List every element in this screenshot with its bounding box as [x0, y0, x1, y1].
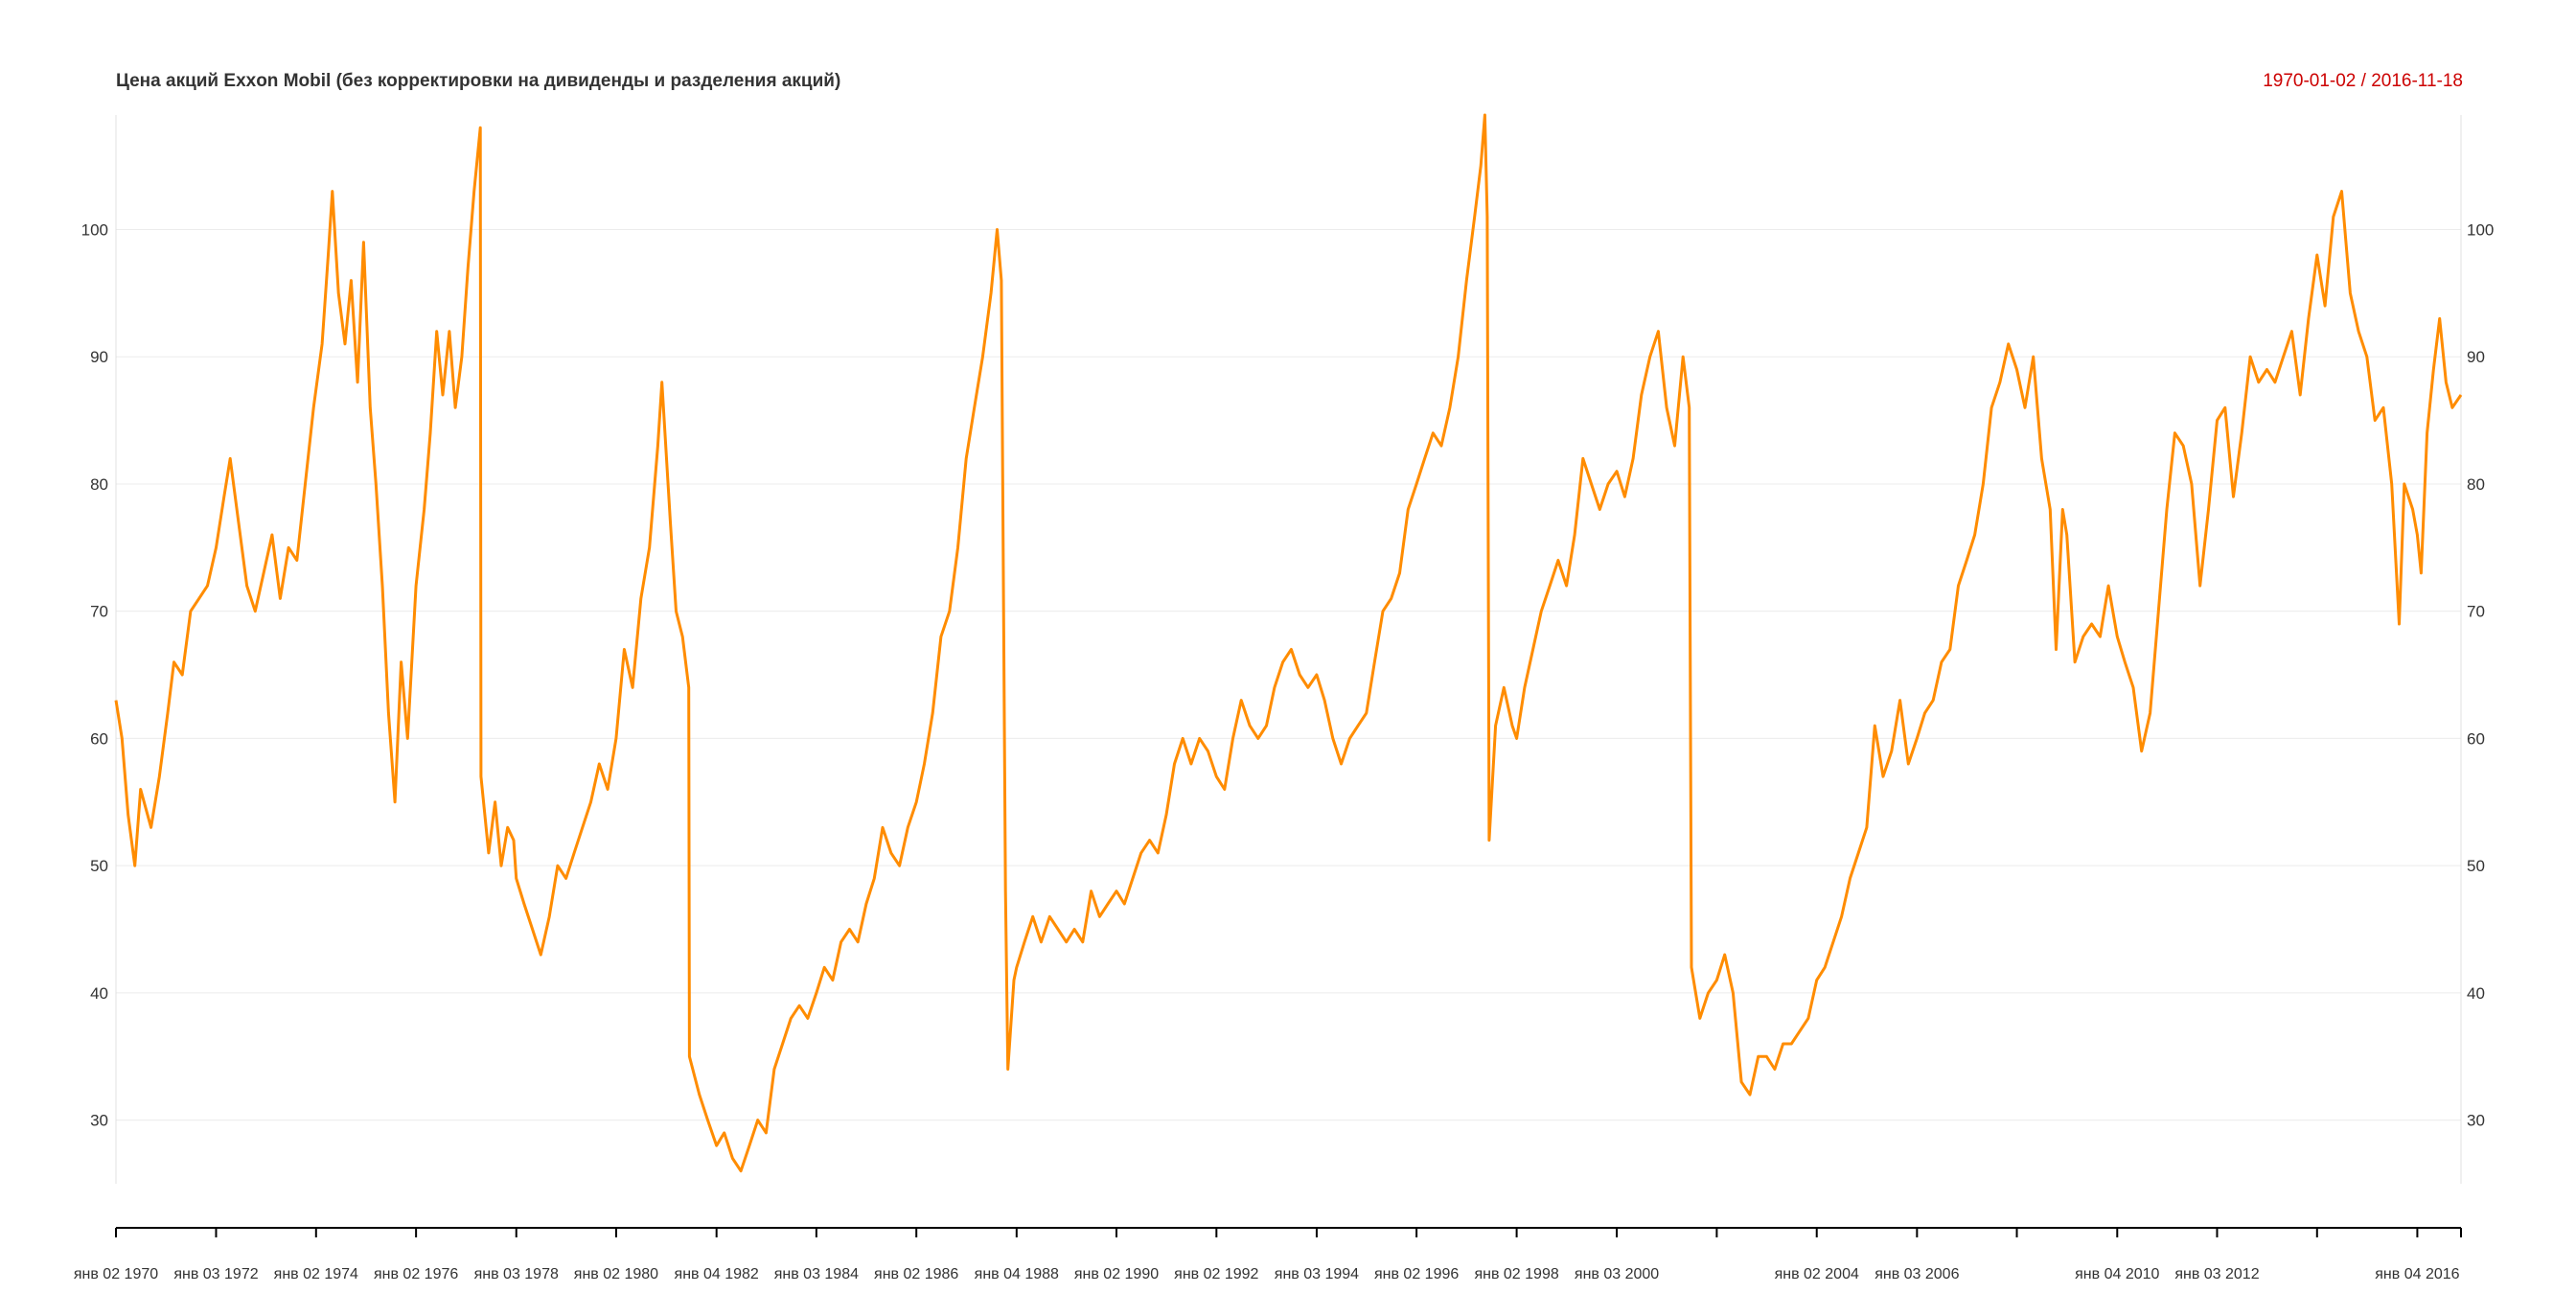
y-tick-label-right-100: 100 [2467, 220, 2494, 239]
x-tick-label-9: янв 04 1988 [975, 1266, 1059, 1282]
y-tick-labels-right: 30 40 50 60 70 80 90 100 [2467, 220, 2494, 1129]
x-tick-label-21: янв 03 2012 [2174, 1266, 2259, 1282]
x-tick-label-3: янв 02 1976 [374, 1266, 458, 1282]
y-tick-label-left-90: 90 [90, 348, 108, 366]
y-tick-label-left-50: 50 [90, 857, 108, 875]
x-tick-label-12: янв 03 1994 [1275, 1266, 1359, 1282]
x-tick-label-2: янв 02 1974 [274, 1266, 358, 1282]
x-tick-label-23: янв 04 2016 [2375, 1266, 2459, 1282]
y-tick-label-right-60: 60 [2467, 729, 2485, 748]
y-tick-label-left-30: 30 [90, 1112, 108, 1130]
x-tick-label-7: янв 03 1984 [774, 1266, 859, 1282]
y-tick-label-right-40: 40 [2467, 984, 2485, 1003]
y-tick-label-right-80: 80 [2467, 475, 2485, 494]
y-tick-label-left-100: 100 [81, 220, 108, 239]
grid-layer [116, 228, 2461, 1121]
x-tick-label-8: янв 02 1986 [874, 1266, 958, 1282]
y-tick-label-right-70: 70 [2467, 603, 2485, 621]
y-tick-label-right-90: 90 [2467, 348, 2485, 366]
y-tick-label-right-30: 30 [2467, 1112, 2485, 1130]
y-tick-label-left-40: 40 [90, 984, 108, 1003]
x-tick-label-4: янв 03 1978 [474, 1266, 559, 1282]
x-tick-label-1: янв 03 1972 [173, 1266, 258, 1282]
date-range-label: 1970-01-02 / 2016-11-18 [2263, 71, 2463, 91]
x-tick-label-15: янв 03 2000 [1575, 1266, 1659, 1282]
x-tick-label-10: янв 02 1990 [1074, 1266, 1159, 1282]
y-tick-label-right-50: 50 [2467, 857, 2485, 875]
y-tick-label-left-60: 60 [90, 729, 108, 748]
y-tick-labels-left: 30 40 50 60 70 80 90 100 [81, 220, 108, 1129]
x-tick-label-0: янв 02 1970 [74, 1266, 158, 1282]
x-tick-label-14: янв 02 1998 [1474, 1266, 1558, 1282]
x-tick-label-13: янв 02 1996 [1374, 1266, 1459, 1282]
price-series-line [114, 113, 2463, 1173]
x-tick-label-18: янв 03 2006 [1874, 1266, 1959, 1282]
x-tick-labels: янв 02 1970 янв 03 1972 янв 02 1974 янв 02 … [74, 1266, 2460, 1282]
x-tick-label-11: янв 02 1992 [1174, 1266, 1258, 1282]
x-tick-label-6: янв 04 1982 [675, 1266, 759, 1282]
y-tick-label-left-70: 70 [90, 603, 108, 621]
x-tick-label-20: янв 04 2010 [2075, 1266, 2159, 1282]
x-tick-marks [115, 1228, 2462, 1237]
x-tick-label-5: янв 02 1980 [574, 1266, 658, 1282]
chart-title: Цена акций Exxon Mobil (без корректировк… [116, 71, 840, 91]
x-tick-label-17: янв 02 2004 [1775, 1266, 1859, 1282]
y-tick-label-left-80: 80 [90, 475, 108, 494]
